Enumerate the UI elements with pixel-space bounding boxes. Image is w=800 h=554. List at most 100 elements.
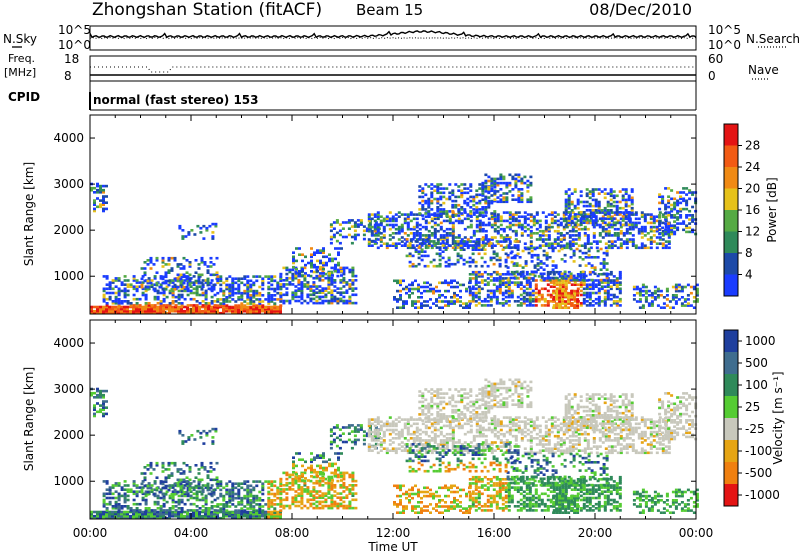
velocity-cell bbox=[117, 509, 121, 512]
power-cell bbox=[514, 229, 518, 233]
power-cell bbox=[207, 304, 211, 307]
power-cell bbox=[385, 215, 389, 218]
power-cell bbox=[93, 199, 96, 202]
velocity-cell bbox=[156, 500, 160, 504]
velocity-cell bbox=[192, 492, 196, 496]
power-cell bbox=[246, 306, 250, 309]
power-cell bbox=[520, 194, 524, 197]
power-cell bbox=[499, 194, 503, 197]
power-cell bbox=[653, 289, 657, 293]
power-cell bbox=[615, 285, 619, 288]
power-cell bbox=[243, 300, 247, 303]
power-cell bbox=[297, 281, 301, 284]
power-cell bbox=[318, 274, 322, 278]
power-cell bbox=[493, 177, 497, 181]
power-cell bbox=[673, 232, 677, 236]
power-cell bbox=[429, 240, 433, 243]
power-cell bbox=[671, 306, 675, 309]
power-cell bbox=[171, 309, 174, 313]
power-cell bbox=[351, 268, 355, 272]
power-cell bbox=[689, 291, 693, 295]
power-cell bbox=[676, 209, 680, 213]
power-colorbar-swatch bbox=[724, 188, 738, 210]
power-cell bbox=[399, 294, 402, 297]
power-cell bbox=[186, 289, 190, 293]
power-cell bbox=[506, 253, 510, 257]
power-cell bbox=[616, 232, 620, 235]
power-cell bbox=[594, 215, 598, 218]
power-cell bbox=[102, 197, 105, 200]
power-cell bbox=[442, 210, 446, 213]
power-cell bbox=[417, 250, 421, 253]
velocity-cell bbox=[150, 490, 154, 493]
power-cell bbox=[192, 287, 196, 291]
power-cell bbox=[676, 222, 680, 225]
power-cell bbox=[650, 302, 654, 305]
velocity-cell bbox=[149, 486, 153, 490]
power-cell bbox=[330, 297, 334, 301]
power-cell bbox=[507, 304, 511, 307]
power-cell bbox=[285, 268, 289, 272]
power-cell bbox=[557, 272, 561, 276]
power-cell bbox=[506, 270, 510, 274]
power-cell bbox=[445, 240, 449, 243]
power-cell bbox=[600, 287, 604, 291]
power-cell bbox=[126, 283, 130, 286]
power-cell bbox=[211, 231, 215, 234]
power-cell bbox=[658, 222, 662, 225]
power-cell bbox=[517, 194, 521, 197]
power-cell bbox=[585, 209, 589, 212]
velocity-cell bbox=[231, 484, 235, 488]
power-cell bbox=[523, 229, 527, 233]
power-cell bbox=[658, 220, 662, 223]
power-cell bbox=[334, 263, 337, 267]
power-cell bbox=[570, 302, 574, 305]
velocity-cell bbox=[279, 505, 283, 508]
power-cell bbox=[285, 293, 289, 297]
power-cell bbox=[625, 229, 629, 233]
power-cell bbox=[423, 300, 426, 303]
power-cell bbox=[231, 281, 235, 285]
power-cell bbox=[615, 206, 619, 210]
velocity-cell bbox=[147, 510, 150, 514]
power-cell bbox=[661, 201, 665, 205]
power-cell bbox=[132, 279, 136, 282]
velocity-cell bbox=[102, 404, 105, 407]
velocity-cell bbox=[123, 516, 126, 520]
power-cell bbox=[155, 256, 159, 260]
power-cell bbox=[276, 305, 279, 309]
velocity-cell bbox=[255, 499, 259, 502]
power-cell bbox=[436, 201, 440, 205]
power-cell bbox=[231, 294, 235, 297]
power-cell bbox=[237, 298, 241, 301]
power-cell bbox=[96, 191, 99, 194]
power-cell bbox=[322, 272, 325, 275]
power-cell bbox=[180, 287, 184, 291]
velocity-cell bbox=[129, 507, 133, 510]
power-cell bbox=[451, 191, 455, 195]
power-cell bbox=[570, 294, 574, 297]
power-cell bbox=[209, 288, 213, 291]
power-cell bbox=[559, 221, 563, 225]
power-cell bbox=[99, 311, 102, 315]
power-cell bbox=[400, 236, 404, 239]
power-cell bbox=[534, 283, 538, 286]
power-cell bbox=[475, 223, 479, 227]
power-cell bbox=[339, 287, 343, 290]
power-cell bbox=[225, 304, 229, 307]
velocity-cell bbox=[102, 408, 105, 411]
velocity-cell bbox=[161, 493, 165, 496]
date-label: 08/Dec/2010 bbox=[589, 0, 692, 19]
power-cell bbox=[484, 208, 488, 211]
velocity-cell bbox=[195, 514, 198, 518]
power-cell bbox=[330, 295, 334, 299]
power-cell bbox=[415, 217, 419, 221]
power-cell bbox=[495, 254, 499, 258]
power-cell bbox=[276, 285, 280, 289]
power-cell bbox=[579, 223, 583, 227]
power-cell bbox=[562, 238, 566, 241]
power-cell bbox=[515, 253, 519, 257]
power-cell bbox=[570, 221, 574, 224]
power-cell bbox=[487, 175, 491, 179]
power-cell bbox=[505, 200, 509, 204]
